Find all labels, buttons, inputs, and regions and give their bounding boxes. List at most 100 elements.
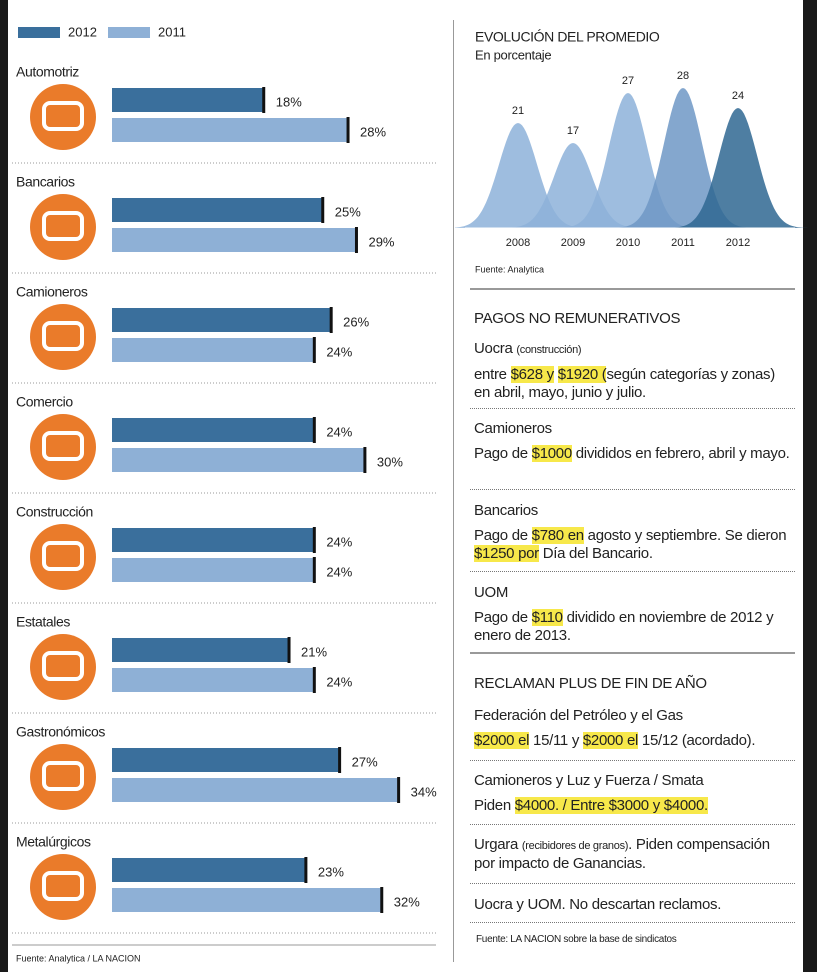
item-text: Uocra y UOM. No descartan reclamos. bbox=[474, 896, 792, 914]
value-label: 24% bbox=[326, 534, 352, 549]
section-title: RECLAMAN PLUS DE FIN DE AÑO bbox=[474, 675, 792, 693]
peak-label: 27 bbox=[622, 75, 634, 87]
value-label: 32% bbox=[394, 894, 420, 909]
item-heading: Bancarios bbox=[474, 502, 792, 520]
legend-label: 2012 bbox=[68, 24, 97, 39]
small-text: (recibidores de granos) bbox=[522, 840, 628, 852]
bar bbox=[112, 338, 314, 362]
bar bbox=[112, 528, 314, 552]
x-tick-label: 2011 bbox=[671, 237, 695, 249]
peak-label: 28 bbox=[677, 70, 689, 82]
rule bbox=[470, 288, 795, 290]
legend-swatch bbox=[108, 27, 150, 38]
bar bbox=[112, 118, 348, 142]
payment-item: UOM Pago de $110 dividido en noviembre de… bbox=[474, 584, 792, 645]
category-label: Camioneros bbox=[16, 284, 88, 300]
category-icon bbox=[30, 854, 96, 920]
claim-item: Federación del Petróleo y el Gas $2000 el… bbox=[474, 707, 792, 750]
x-tick-label: 2008 bbox=[506, 237, 530, 249]
separator bbox=[470, 408, 795, 409]
separator bbox=[470, 883, 795, 884]
category-icon bbox=[30, 414, 96, 480]
bar bbox=[112, 778, 399, 802]
highlight: $1000 bbox=[532, 445, 572, 462]
item-name: Uocra bbox=[474, 340, 513, 357]
legend-label: 2011 bbox=[158, 24, 186, 39]
text-segment: Pago de bbox=[474, 609, 532, 626]
bar bbox=[112, 308, 331, 332]
text-segment: Uocra y UOM. No descartan reclamos. bbox=[474, 896, 721, 913]
payment-item: Bancarios Pago de $780 en agosto y septie… bbox=[474, 502, 792, 563]
x-tick-label: 2010 bbox=[616, 237, 640, 249]
text-segment: Pago de bbox=[474, 445, 532, 462]
chart-subtitle: En porcentaje bbox=[475, 47, 551, 62]
category-icon bbox=[30, 194, 96, 260]
peak-label: 17 bbox=[567, 125, 579, 137]
separator bbox=[470, 760, 795, 761]
bar bbox=[112, 888, 382, 912]
bar bbox=[112, 198, 323, 222]
value-label: 18% bbox=[276, 94, 302, 109]
item-text: entre $628 y $1920 (según categorías y z… bbox=[474, 366, 792, 402]
category-label: Construcción bbox=[16, 504, 93, 520]
x-tick-label: 2012 bbox=[726, 237, 750, 249]
highlight: $1250 por bbox=[474, 545, 539, 562]
bar bbox=[112, 558, 314, 582]
bar bbox=[112, 228, 356, 252]
item-note: (construcción) bbox=[516, 344, 581, 356]
bar bbox=[112, 638, 289, 662]
claim-item: Camioneros y Luz y Fuerza / Smata Piden $… bbox=[474, 772, 792, 815]
item-text: Pago de $780 en agosto y septiembre. Se … bbox=[474, 527, 792, 563]
text-segment: Urgara bbox=[474, 836, 522, 853]
category-label: Estatales bbox=[16, 614, 70, 630]
item-heading: Uocra (construcción) bbox=[474, 340, 792, 359]
infographic: 20122011Automotriz18%28%Bancarios25%29%C… bbox=[0, 0, 817, 972]
value-label: 21% bbox=[301, 644, 327, 659]
rule bbox=[470, 652, 795, 654]
source: Fuente: Analytica / LA NACION bbox=[16, 953, 141, 963]
highlight: $4000. / Entre $3000 y $4000. bbox=[515, 797, 708, 814]
text-segment: Piden bbox=[474, 797, 515, 814]
item-heading: UOM bbox=[474, 584, 792, 602]
value-label: 24% bbox=[326, 674, 352, 689]
item-name: Camioneros y Luz y Fuerza / Smata bbox=[474, 772, 792, 790]
item-name: UOM bbox=[474, 584, 508, 601]
item-name: Federación del Petróleo y el Gas bbox=[474, 707, 792, 725]
item-text: Pago de $110 dividido en noviembre de 20… bbox=[474, 609, 792, 645]
column-divider bbox=[453, 20, 454, 962]
peak-label: 21 bbox=[512, 105, 524, 117]
highlight: $780 en bbox=[532, 527, 584, 544]
x-tick-label: 2009 bbox=[561, 237, 585, 249]
item-text: $2000 el 15/11 y $2000 el 15/12 (acordad… bbox=[474, 732, 792, 750]
chart-title: EVOLUCIÓN DEL PROMEDIO bbox=[475, 29, 660, 45]
bar bbox=[112, 88, 264, 112]
bar bbox=[112, 748, 340, 772]
text-segment: 15/11 y bbox=[529, 732, 583, 749]
highlight: $1920 ( bbox=[558, 366, 607, 383]
bar bbox=[112, 448, 365, 472]
value-label: 27% bbox=[352, 754, 378, 769]
value-label: 28% bbox=[360, 124, 386, 139]
payment-item: CamionerosPago de $1000 divididos en feb… bbox=[474, 420, 792, 463]
legend-swatch bbox=[18, 27, 60, 38]
value-label: 23% bbox=[318, 864, 344, 879]
text-segment: Día del Bancario. bbox=[539, 545, 653, 562]
highlight: $110 bbox=[532, 609, 563, 626]
category-label: Automotriz bbox=[16, 64, 79, 80]
category-label: Gastronómicos bbox=[16, 724, 105, 740]
category-label: Comercio bbox=[16, 394, 73, 410]
text-segment: Pago de bbox=[474, 527, 532, 544]
item-name: Camioneros bbox=[474, 420, 552, 437]
source: Fuente: LA NACION sobre la base de sindi… bbox=[476, 934, 677, 945]
separator bbox=[470, 922, 795, 923]
value-label: 26% bbox=[343, 314, 369, 329]
claim-item: Uocra y UOM. No descartan reclamos. bbox=[474, 896, 792, 914]
item-name: Bancarios bbox=[474, 502, 538, 519]
item-text: Piden $4000. / Entre $3000 y $4000. bbox=[474, 797, 792, 815]
item-text: Urgara (recibidores de granos). Piden co… bbox=[474, 836, 792, 873]
category-icon bbox=[30, 84, 96, 150]
bar bbox=[112, 858, 306, 882]
payment-item: Uocra (construcción) entre $628 y $1920 (… bbox=[474, 340, 792, 402]
separator bbox=[470, 489, 795, 490]
